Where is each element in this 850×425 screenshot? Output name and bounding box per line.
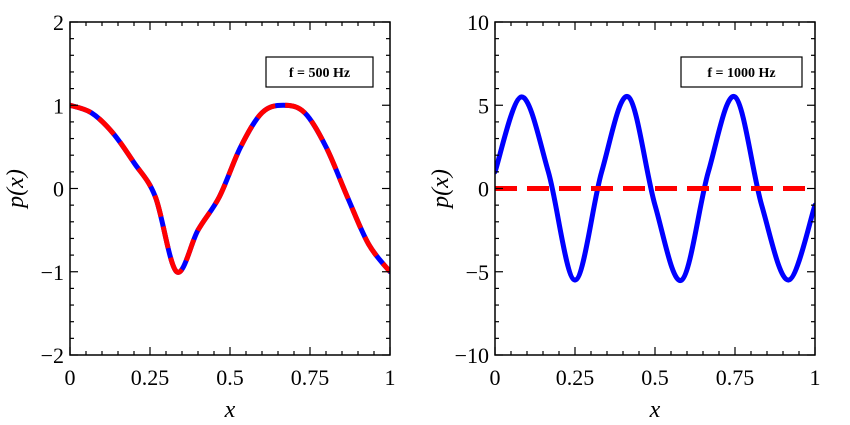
annotation-box (680, 56, 803, 88)
x-tick-label: 0.25 (556, 365, 595, 390)
y-tick-label: 10 (467, 10, 489, 35)
y-tick-label: 5 (478, 93, 489, 118)
x-tick-label: 0.75 (291, 365, 330, 390)
x-tick-label: 0.25 (131, 365, 170, 390)
annotation-box (265, 56, 374, 88)
y-tick-label: 1 (53, 93, 64, 118)
annotation-text: f = 500 Hz (289, 66, 350, 81)
y-tick-label: 0 (478, 177, 489, 202)
x-tick-label: 0.5 (641, 365, 669, 390)
y-tick-label: −1 (41, 260, 64, 285)
series-group (70, 102, 390, 275)
x-tick-label: 0 (490, 365, 501, 390)
chart-panel-2: 0 0.25 0.5 0.75 1 −10 −5 0 5 10 x p(x) f = 1000 Hz (428, 10, 821, 423)
x-tick-label: 0 (65, 365, 76, 390)
y-tick-label: −10 (455, 343, 489, 368)
y-axis-label: p(x) (3, 169, 29, 210)
y-tick-label: 0 (53, 177, 64, 202)
frequency-annotation: f = 1000 Hz (680, 56, 803, 88)
chart-panel-1: 0 0.25 0.5 0.75 1 −2 −1 0 1 2 x p(x) f = 500 Hz (3, 10, 396, 423)
x-tick-label: 1 (810, 365, 821, 390)
x-tick-label: 1 (385, 365, 396, 390)
y-tick-label: −2 (41, 343, 64, 368)
y-tick-label: −5 (466, 260, 489, 285)
frequency-annotation: f = 500 Hz (265, 56, 374, 88)
x-tick-label: 0.75 (716, 365, 755, 390)
series-group (495, 94, 815, 283)
y-axis-label: p(x) (428, 169, 454, 210)
x-tick-label: 0.5 (216, 365, 244, 390)
dashed-series-line (70, 102, 390, 275)
solid-series-line (495, 94, 815, 283)
y-tick-label: 2 (53, 10, 64, 35)
annotation-text: f = 1000 Hz (707, 66, 775, 81)
x-axis-label: x (224, 397, 236, 423)
x-axis-label: x (649, 397, 661, 423)
